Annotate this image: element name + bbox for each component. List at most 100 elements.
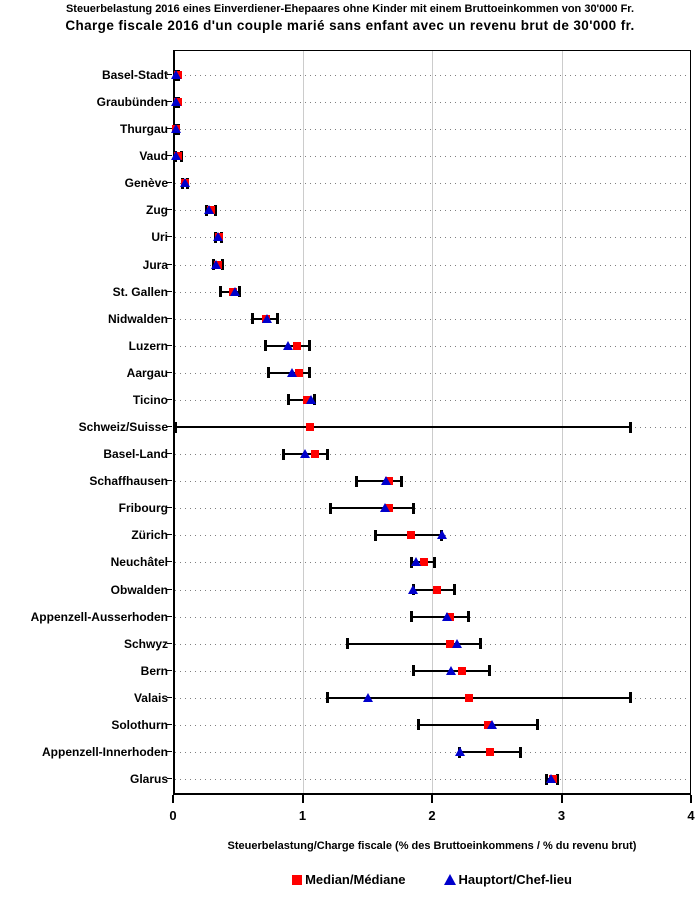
row-dotted-line <box>175 508 690 510</box>
hauptort-marker <box>299 449 310 459</box>
x-axis-title: Steuerbelastung/Charge fiscale (% des Br… <box>227 840 637 852</box>
range-cap <box>416 719 420 731</box>
hauptort-marker <box>381 476 392 486</box>
median-marker <box>464 693 473 702</box>
hauptort-marker <box>171 70 182 79</box>
row-dotted-line <box>175 318 690 320</box>
median-marker <box>445 639 454 648</box>
y-axis-tick <box>167 642 172 644</box>
range-cap <box>266 367 270 379</box>
hauptort-marker <box>261 313 272 323</box>
row-dotted-line <box>175 291 690 293</box>
row-dotted-line <box>175 129 690 131</box>
row-dotted-line <box>175 183 690 185</box>
range-cap <box>308 340 312 352</box>
y-axis-tick <box>167 182 172 184</box>
canton-label: Luzern <box>128 338 168 353</box>
median-marker <box>485 748 494 756</box>
canton-label: Basel-Stadt <box>101 68 168 82</box>
range-cap <box>400 475 404 487</box>
canton-label: Schwyz <box>123 636 168 651</box>
canton-label: Graubünden <box>96 95 168 110</box>
range-cap <box>218 286 222 298</box>
range-cap <box>308 367 312 379</box>
range-cap <box>479 638 483 650</box>
x-axis-tick-label: 2 <box>428 808 436 823</box>
hauptort-marker <box>452 638 463 648</box>
range-cap <box>328 502 332 514</box>
hauptort-marker <box>171 97 182 107</box>
canton-label: Vaud <box>139 149 168 164</box>
vertical-gridline <box>302 51 304 793</box>
hauptort-marker <box>445 665 456 675</box>
hauptort-marker <box>487 719 498 729</box>
x-axis-tick-label: 1 <box>298 808 307 823</box>
canton-label: Valais <box>133 690 168 705</box>
legend-item-hauptort: Hauptort/Chef-lieu <box>443 872 572 887</box>
canton-label: Glarus <box>129 772 168 787</box>
range-cap <box>345 638 349 650</box>
canton-label: Appenzell-Ausserhoden <box>30 609 168 624</box>
hauptort-marker <box>545 774 556 784</box>
canton-label: Nidwalden <box>107 311 168 326</box>
chart-title-french: Charge fiscale 2016 d'un couple marié sa… <box>65 18 635 33</box>
y-axis-tick <box>167 290 172 292</box>
range-bar <box>288 398 315 401</box>
y-axis-tick <box>167 507 172 509</box>
hauptort-marker <box>180 178 191 188</box>
median-square-icon <box>292 874 303 885</box>
vertical-gridline <box>432 51 433 793</box>
y-axis-tick <box>167 723 172 725</box>
hauptort-marker <box>408 584 419 594</box>
canton-label: Appenzell-Innerhoden <box>42 745 168 759</box>
y-axis-tick <box>167 317 172 319</box>
range-bar <box>356 480 402 483</box>
y-axis-tick <box>167 588 172 590</box>
canton-label: Zug <box>146 203 168 218</box>
hauptort-marker <box>211 259 222 269</box>
row-dotted-line <box>175 75 690 76</box>
row-dotted-line <box>175 454 690 456</box>
median-marker <box>432 585 441 594</box>
range-cap <box>410 611 414 623</box>
row-dotted-line <box>175 779 690 781</box>
canton-label: Bern <box>140 663 168 678</box>
y-axis-tick <box>167 669 172 671</box>
range-cap <box>411 502 415 514</box>
range-cap <box>251 313 255 325</box>
y-axis-tick <box>167 74 172 75</box>
range-cap <box>453 584 457 596</box>
y-axis-tick <box>167 236 172 238</box>
y-axis-tick <box>167 344 172 346</box>
row-dotted-line <box>175 345 690 347</box>
canton-label: Jura <box>142 257 168 272</box>
y-axis-tick <box>167 128 172 130</box>
y-axis-tick <box>167 751 172 752</box>
y-axis-tick <box>167 615 172 617</box>
median-marker <box>295 368 304 377</box>
canton-label: Aargau <box>126 365 168 380</box>
range-cap <box>326 692 330 704</box>
hauptort-marker <box>171 151 182 161</box>
range-cap <box>432 556 436 568</box>
row-dotted-line <box>175 372 690 374</box>
range-cap <box>488 665 492 677</box>
range-cap <box>629 421 633 433</box>
hauptort-marker <box>229 286 240 296</box>
canton-label: Uri <box>151 230 168 245</box>
chart-title-german: Steuerbelastung 2016 eines Einverdiener-… <box>65 3 635 15</box>
row-dotted-line <box>175 156 690 158</box>
vertical-gridline <box>561 51 563 793</box>
range-cap <box>374 529 378 541</box>
row-dotted-line <box>175 399 690 401</box>
x-axis-tick <box>172 795 174 803</box>
hauptort-marker <box>212 232 223 242</box>
row-dotted-line <box>175 481 690 483</box>
legend-median-label: Median/Médiane <box>305 872 406 887</box>
canton-label: Neuchâtel <box>110 555 168 570</box>
range-cap <box>264 340 268 352</box>
y-axis-tick <box>167 453 172 455</box>
hauptort-marker <box>286 367 297 377</box>
x-axis-tick <box>431 795 433 803</box>
